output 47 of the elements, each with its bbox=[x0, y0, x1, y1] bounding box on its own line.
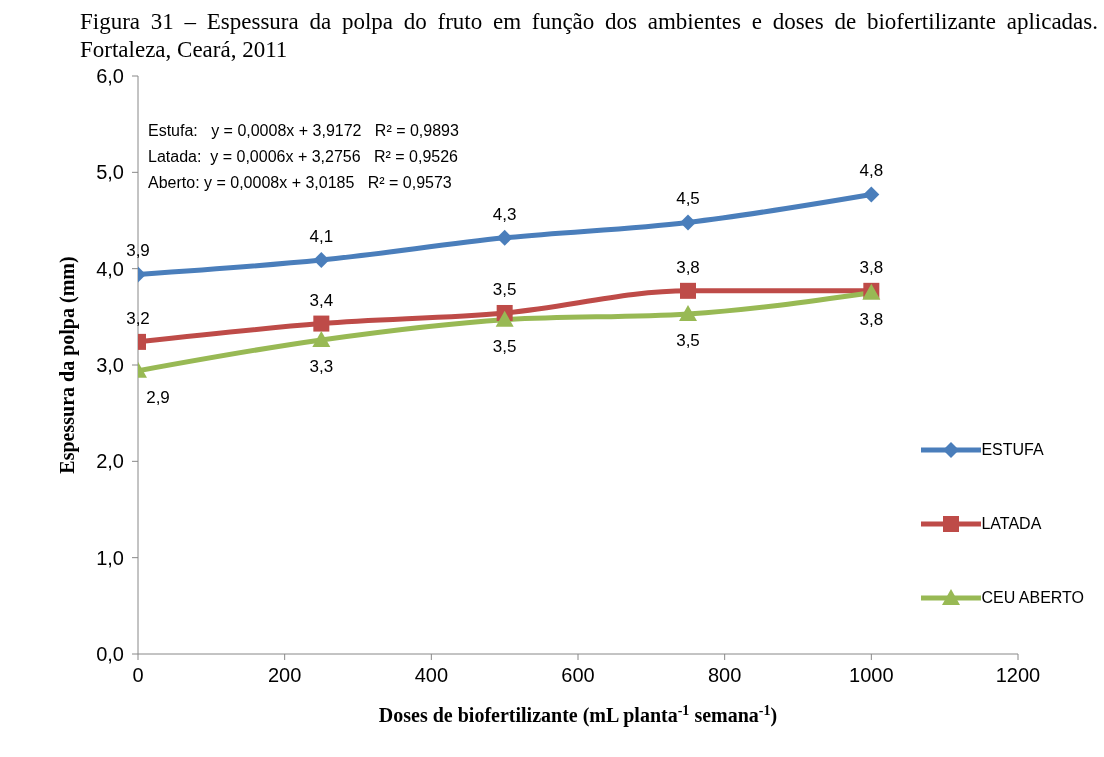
point bbox=[313, 252, 330, 268]
y-tick-label: 2,0 bbox=[96, 450, 124, 473]
data-label: 4,3 bbox=[492, 204, 517, 224]
legend-label: LATADA bbox=[981, 515, 1042, 533]
y-tick-label: 6,0 bbox=[96, 65, 124, 88]
data-label: 4,1 bbox=[309, 227, 334, 246]
point bbox=[496, 229, 513, 246]
data-label: 3,5 bbox=[492, 279, 517, 299]
annotation: Latada: y = 0,0006x + 3,2756 R² = 0,9526 bbox=[148, 147, 459, 167]
data-label: 3,9 bbox=[126, 241, 150, 261]
y-axis-title: Espessura da polpa (mm) bbox=[56, 256, 79, 474]
data-label: 3,2 bbox=[126, 308, 150, 328]
y-tick-label: 3,0 bbox=[96, 354, 124, 377]
data-label: 3,8 bbox=[859, 257, 884, 277]
point bbox=[680, 282, 696, 299]
point bbox=[313, 315, 330, 332]
x-tick-label: 0 bbox=[132, 664, 144, 686]
data-label: 4,8 bbox=[859, 161, 884, 181]
data-label: 3,3 bbox=[309, 356, 334, 376]
y-tick-label: 1,0 bbox=[96, 546, 124, 569]
legend-label: ESTUFA bbox=[981, 441, 1044, 459]
y-tick-label: 5,0 bbox=[96, 161, 124, 184]
data-label: 4,5 bbox=[676, 189, 700, 209]
x-tick-label: 800 bbox=[707, 664, 742, 686]
point bbox=[863, 186, 880, 203]
point bbox=[679, 304, 697, 321]
legend-label: CEU ABERTO bbox=[981, 589, 1084, 607]
point bbox=[312, 330, 331, 347]
x-tick-label: 1000 bbox=[849, 664, 894, 686]
x-axis-title: Doses de biofertilizante (mL planta$^{-1}$ semana$^{-1}$) bbox=[378, 702, 778, 727]
x-tick-label: 200 bbox=[267, 664, 302, 686]
point bbox=[680, 214, 696, 231]
x-tick-label: 600 bbox=[561, 664, 595, 686]
data-label: 3,8 bbox=[676, 257, 700, 277]
y-tick-label: 0,0 bbox=[96, 643, 124, 666]
data-label: 3,5 bbox=[492, 336, 517, 356]
chart-title: Figura 31 – Espessura da polpa do fruto em função dos ambientes e doses de biofertilizante aplicadas. Fortaleza, Ceará, 2011 bbox=[79, 8, 1098, 64]
x-tick-label: 1200 bbox=[995, 664, 1041, 686]
data-label: 2,9 bbox=[146, 387, 170, 407]
data-label: 3,5 bbox=[676, 330, 700, 350]
point bbox=[495, 310, 514, 327]
annotation: Estufa: y = 0,0008x + 3,9172 R² = 0,9893 bbox=[148, 121, 459, 141]
data-label: 3,8 bbox=[859, 309, 884, 329]
x-tick-label: 400 bbox=[414, 664, 449, 686]
y-tick-label: 4,0 bbox=[96, 257, 124, 280]
data-label: 3,4 bbox=[309, 290, 334, 310]
annotation: Aberto: y = 0,0008x + 3,0185 R² = 0,9573 bbox=[148, 173, 453, 193]
